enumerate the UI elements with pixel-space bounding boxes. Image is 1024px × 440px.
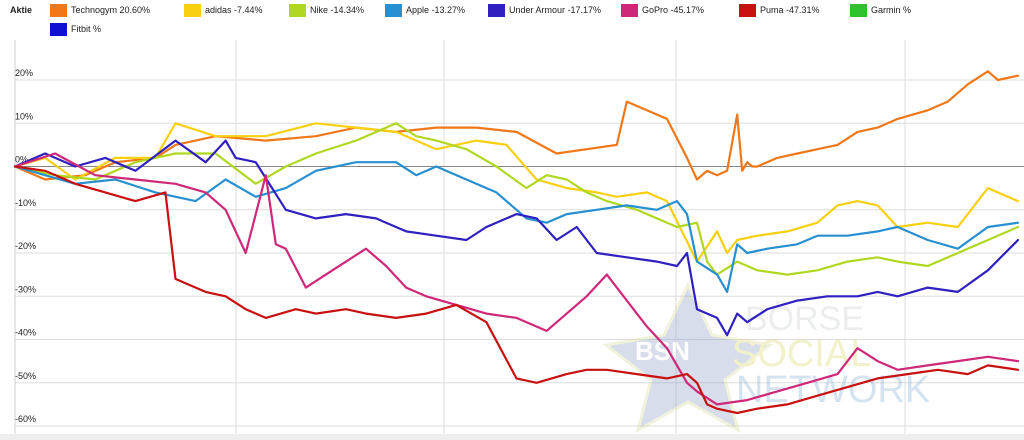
legend-label: Technogym 20.60% [71,5,151,15]
legend-swatch [50,23,67,36]
series-line-adidas [13,122,1020,263]
watermark-star-icon [602,281,774,434]
legend-swatch [488,4,505,17]
series-line-puma [13,165,1020,415]
legend-title: Aktie [10,5,33,15]
legend-label: GoPro -45.17% [642,5,705,15]
y-tick-label: 20% [15,68,33,78]
legend-swatch [385,4,402,17]
legend-label: Puma -47.31% [760,5,820,15]
grid: 20% 10% 0% -10% -20% -30% -40% -50% -60% [0,40,1024,440]
legend-swatch [184,4,201,17]
series-line-gopro [13,152,1020,406]
y-tick-label: 0% [15,155,28,165]
legend-swatch [739,4,756,17]
y-tick-label: -50% [15,371,36,381]
legend: Aktie Technogym 20.60% adidas -7.44% Nike … [10,4,1020,40]
series-lines [13,70,1020,415]
watermark-logo-text: BSN [635,336,690,366]
legend-swatch [50,4,67,17]
series-line-technogym [13,70,1020,181]
y-tick-label: -40% [15,328,36,338]
series-line-nike [13,122,1020,276]
series-line-apple [13,161,1020,293]
y-tick-label: -30% [15,284,36,294]
legend-swatch [850,4,867,17]
watermark-line-1: BÖRSE [745,300,864,338]
y-tick-label: -10% [15,198,36,208]
legend-label: adidas -7.44% [205,5,263,15]
legend-swatch [289,4,306,17]
watermark-line-2: SOCIAL [732,333,871,375]
legend-label: Fitbit % [71,24,102,34]
legend-label: Nike -14.34% [310,5,365,15]
x-axis-strip [0,434,1024,440]
legend-label: Garmin % [871,5,912,15]
series-line-under-armour [13,139,1020,337]
legend-label: Apple -13.27% [406,5,466,15]
legend-label: Under Armour -17.17% [509,5,602,15]
y-tick-label: -60% [15,414,36,424]
legend-swatch [621,4,638,17]
y-tick-label: 10% [15,111,33,121]
y-tick-label: -20% [15,241,36,251]
